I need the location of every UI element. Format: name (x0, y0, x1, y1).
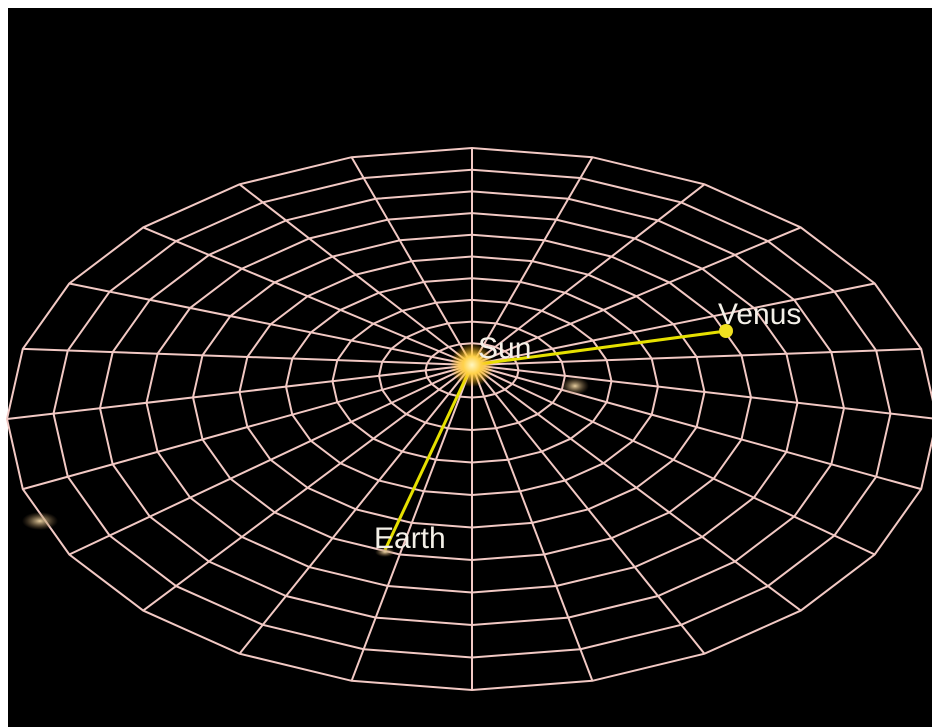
venus-vector (471, 329, 727, 367)
grid-spoke (142, 226, 473, 366)
earth (375, 547, 395, 557)
venus-label: Venus (718, 298, 801, 331)
grid-spoke (238, 183, 473, 366)
grid-spoke (471, 282, 875, 366)
orbit-grid (5, 146, 932, 692)
grid-spoke (238, 364, 473, 655)
grid-spoke (471, 364, 594, 682)
grid-spoke (350, 156, 473, 366)
grid-spoke (69, 282, 473, 366)
grid-spoke (471, 364, 706, 655)
asteroid (561, 377, 589, 395)
grid-spoke (471, 347, 922, 366)
grid-spoke (471, 183, 706, 366)
grid-spoke (22, 347, 473, 366)
grid-spoke (142, 364, 473, 612)
grid-spoke (22, 364, 473, 491)
grid-spoke (471, 364, 932, 420)
sun (450, 343, 494, 387)
earth-label: Earth (374, 522, 446, 555)
grid-spoke (6, 364, 473, 420)
earth-vector (383, 364, 474, 551)
grid-spoke (68, 364, 473, 556)
sun-label: Sun (478, 332, 531, 365)
venus (719, 324, 733, 338)
grid-spoke (471, 364, 876, 556)
grid-spoke (350, 364, 473, 682)
grid-spoke (471, 156, 594, 366)
grid-spoke (471, 364, 802, 612)
grid-spoke (471, 226, 802, 366)
asteroid (22, 512, 58, 530)
grid-spoke (471, 364, 922, 491)
